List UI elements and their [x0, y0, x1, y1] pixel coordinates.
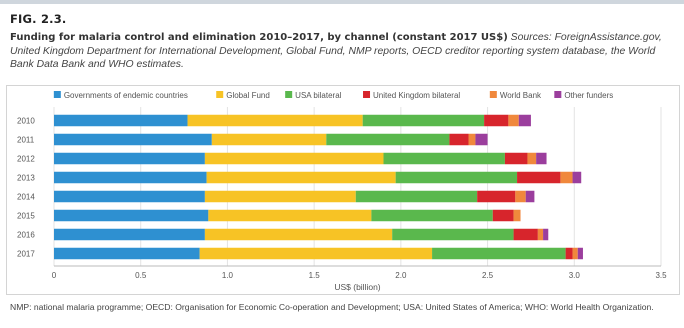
category-label: 2016	[17, 231, 35, 240]
figure-label: FIG. 2.3.	[10, 12, 67, 26]
figure-footnote: NMP: national malaria programme; OECD: O…	[10, 302, 678, 314]
bar-segment	[560, 172, 572, 184]
x-tick-label: 1.0	[222, 271, 234, 280]
category-label: 2017	[17, 250, 35, 259]
legend-swatch	[54, 91, 61, 98]
legend-swatch	[216, 91, 223, 98]
x-axis-title: US$ (billion)	[334, 282, 380, 292]
category-label: 2010	[17, 117, 35, 126]
category-label: 2014	[17, 193, 35, 202]
bar-segment	[514, 210, 521, 222]
category-label: 2013	[17, 174, 35, 183]
chart-panel: Governments of endemic countries Global F…	[6, 85, 680, 295]
bar-segment	[543, 229, 548, 241]
bar-segment	[208, 210, 371, 222]
bar-segment	[493, 210, 514, 222]
bar-segment	[538, 229, 543, 241]
bar-segment	[363, 115, 484, 127]
bar-segment	[477, 191, 515, 203]
bar-segment	[396, 172, 517, 184]
bar-segment	[508, 115, 518, 127]
bar-segment	[505, 153, 528, 165]
figure-title: Funding for malaria control and eliminat…	[10, 32, 508, 43]
bar-segment	[578, 248, 583, 260]
x-tick-label: 0.5	[135, 271, 147, 280]
x-tick-label: 3.0	[569, 271, 581, 280]
legend-label: United Kingdom bilateral	[373, 91, 460, 100]
stacked-bar-chart: Governments of endemic countries Global F…	[7, 86, 679, 294]
figure-caption: Funding for malaria control and eliminat…	[10, 31, 678, 72]
bar-segment	[54, 229, 205, 241]
bar-segment	[205, 191, 356, 203]
bar-segment	[566, 248, 573, 260]
top-rule	[0, 0, 684, 4]
bar-segment	[519, 115, 531, 127]
legend-swatch	[363, 91, 370, 98]
bar-segment	[573, 172, 582, 184]
bar-segment	[54, 172, 207, 184]
bar-segment	[326, 134, 449, 146]
bar-segment	[54, 248, 200, 260]
bar-segment	[54, 153, 205, 165]
bar-segment	[188, 115, 363, 127]
bar-segment	[475, 134, 487, 146]
bar-segment	[484, 115, 508, 127]
legend-label: Global Fund	[226, 91, 270, 100]
bar-segment	[200, 248, 432, 260]
x-tick-label: 2.0	[395, 271, 407, 280]
legend-label: USA bilateral	[295, 91, 341, 100]
legend-label: Other funders	[564, 91, 613, 100]
bar-segment	[205, 229, 392, 241]
bar-segment	[517, 172, 560, 184]
bar-segment	[515, 191, 525, 203]
legend-swatch	[490, 91, 497, 98]
bar-segment	[384, 153, 505, 165]
bar-segment	[207, 172, 396, 184]
bar-segment	[573, 248, 578, 260]
bar-segment	[536, 153, 546, 165]
category-label: 2015	[17, 212, 35, 221]
bar-segment	[54, 134, 212, 146]
bar-segment	[432, 248, 566, 260]
bar-segment	[54, 191, 205, 203]
bar-segment	[514, 229, 538, 241]
x-tick-label: 2.5	[482, 271, 494, 280]
x-tick-label: 1.5	[309, 271, 321, 280]
category-label: 2012	[17, 155, 35, 164]
legend-swatch	[554, 91, 561, 98]
bar-segment	[449, 134, 468, 146]
bar-segment	[527, 153, 536, 165]
bar-segment	[212, 134, 326, 146]
legend-label: World Bank	[500, 91, 542, 100]
x-tick-label: 3.5	[655, 271, 667, 280]
legend-label: Governments of endemic countries	[64, 91, 188, 100]
bar-segment	[392, 229, 513, 241]
bar-segment	[54, 210, 208, 222]
category-label: 2011	[17, 136, 35, 145]
bar-segment	[356, 191, 477, 203]
legend-swatch	[285, 91, 292, 98]
bar-segment	[54, 115, 188, 127]
bar-segment	[526, 191, 535, 203]
x-tick-label: 0	[52, 271, 57, 280]
bar-segment	[468, 134, 475, 146]
bar-segment	[205, 153, 384, 165]
bar-segment	[371, 210, 492, 222]
